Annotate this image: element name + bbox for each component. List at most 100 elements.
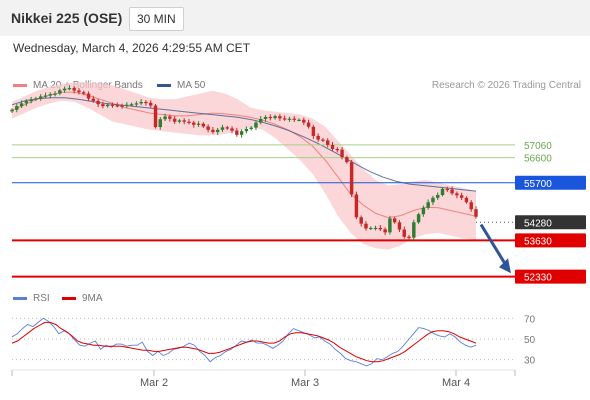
bollinger-swatch [13,84,27,87]
ma50-swatch [157,84,171,87]
candle [129,104,134,106]
level-tag-54280 [515,215,586,230]
level-label-55700: 55700 [524,179,552,190]
candle [96,100,100,105]
rsi-tick-30: 30 [524,356,536,367]
candle [431,197,435,203]
candle [282,118,287,120]
forecast-arrow-shaft [479,223,508,267]
candle [278,116,282,119]
legend-ma50-label: MA 50 [177,80,206,91]
level-label-54280: 54280 [524,218,552,229]
rsi-tick-50: 50 [524,335,536,346]
candle [230,128,234,131]
candle [292,118,296,120]
candle [311,126,316,136]
candle [168,116,172,119]
candle [201,123,206,127]
candle [373,227,378,230]
candle [105,104,110,107]
candle [287,118,292,120]
candle [455,193,459,196]
candle [144,101,148,104]
legend-rsi-label: RSI [33,293,50,304]
candle [397,222,402,230]
candle [464,197,469,203]
candle [416,214,421,223]
candle [192,122,196,125]
legend-rsi: RSI [13,293,50,304]
candle [67,88,72,90]
level-tag-55700 [515,175,586,190]
rsi-tick-70: 70 [524,314,536,325]
candle [206,126,210,130]
candle [388,218,392,233]
candle [235,130,239,135]
candle [72,88,76,91]
rsi-ma-swatch [62,297,76,300]
candle [182,120,186,122]
level-label-52330: 52330 [524,273,552,284]
level-tag-52330 [515,269,586,284]
candle [321,139,325,141]
timestamp: Wednesday, March 4, 2026 4:29:55 AM CET [13,41,251,55]
candle [345,157,349,163]
candle [450,189,454,194]
legend-ma50: MA 50 [157,80,205,91]
instrument-title: Nikkei 225 (OSE) [11,10,123,26]
candle [148,102,153,106]
candle [392,218,397,223]
candle [43,95,48,97]
legend-rsi-ma: 9MA [62,293,103,304]
candle [158,119,163,128]
candle [211,129,215,133]
candle [302,119,306,123]
candle [172,118,177,122]
candle [306,122,311,127]
level-tag-53630 [515,233,586,248]
candle [48,94,52,96]
x-tick-label: Mar 3 [291,377,319,389]
candle [359,217,363,224]
candle [139,101,143,104]
candle [383,229,387,233]
candle [268,117,273,119]
candle [440,188,445,196]
candle [53,93,57,95]
candle [436,195,440,198]
candle [259,118,263,123]
candle [110,104,115,106]
candle [38,96,43,99]
candle [254,122,258,128]
candle [15,106,19,110]
level-label-53630: 53630 [524,236,552,247]
candle [244,128,249,132]
candle [354,194,359,218]
candle [249,127,253,129]
candle [369,227,373,230]
candle [120,105,124,107]
candle [58,90,62,94]
candle [378,227,383,230]
candle [153,105,158,128]
timeframe-button[interactable]: 30 MIN [129,7,184,31]
level-label-56600: 56600 [524,154,552,165]
candle [34,98,38,100]
candle [19,103,24,107]
candle [215,129,220,133]
candle [125,104,129,106]
candle [412,222,416,238]
level-label-57060: 57060 [524,141,552,152]
candle [225,127,229,129]
candle [469,202,473,210]
candle [220,127,225,130]
candle [263,117,268,119]
candle [10,109,14,112]
candle [426,202,430,208]
rsi-series-9ma [11,321,477,363]
candle [82,92,86,94]
candle [77,90,81,93]
rsi-swatch [13,297,27,300]
candle [402,229,406,237]
